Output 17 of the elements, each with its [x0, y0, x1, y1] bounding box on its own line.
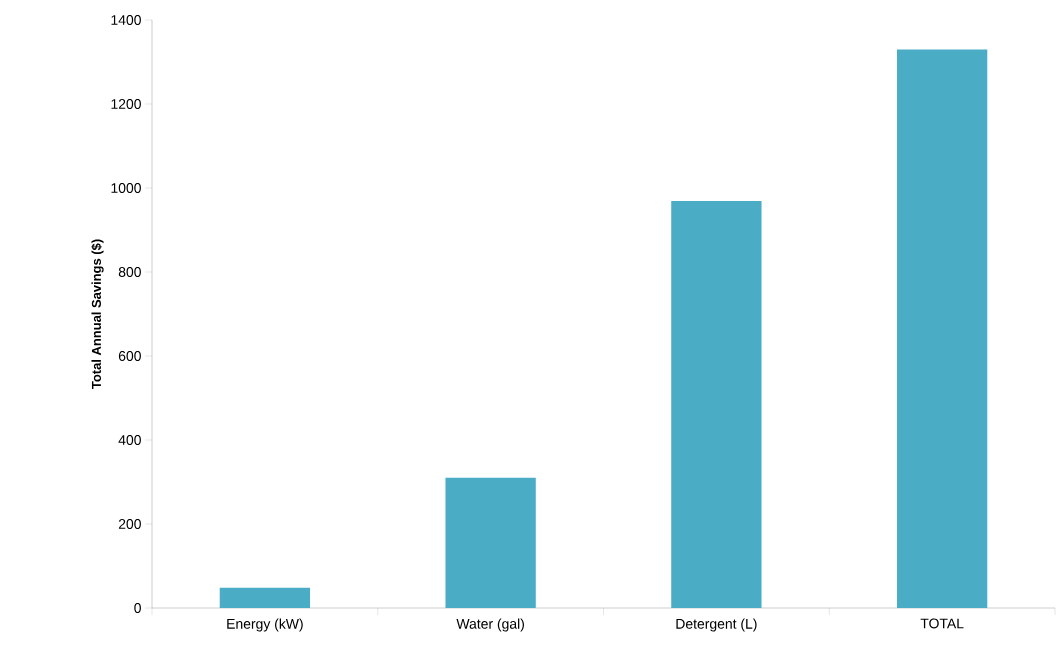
x-tick-label: Energy (kW) — [227, 618, 303, 632]
y-tick-label: 1200 — [111, 99, 141, 109]
y-axis-title: Total Annual Savings ($) — [91, 239, 104, 389]
bar — [671, 201, 762, 608]
y-tick-label: 0 — [134, 603, 141, 613]
bar — [219, 587, 311, 608]
y-tick-label: 1400 — [111, 15, 141, 25]
x-tick-label: Detergent (L) — [676, 618, 757, 632]
x-tick-label: Water (gal) — [456, 618, 524, 632]
y-tick-label: 400 — [118, 435, 141, 445]
y-tick-label: 1000 — [111, 183, 141, 193]
y-tick-label: 200 — [118, 519, 141, 529]
bar — [445, 477, 536, 608]
x-tick-label: TOTAL — [920, 618, 964, 629]
y-tick-label: 800 — [118, 267, 141, 277]
y-tick-label: 600 — [118, 351, 141, 361]
bar — [896, 49, 988, 608]
